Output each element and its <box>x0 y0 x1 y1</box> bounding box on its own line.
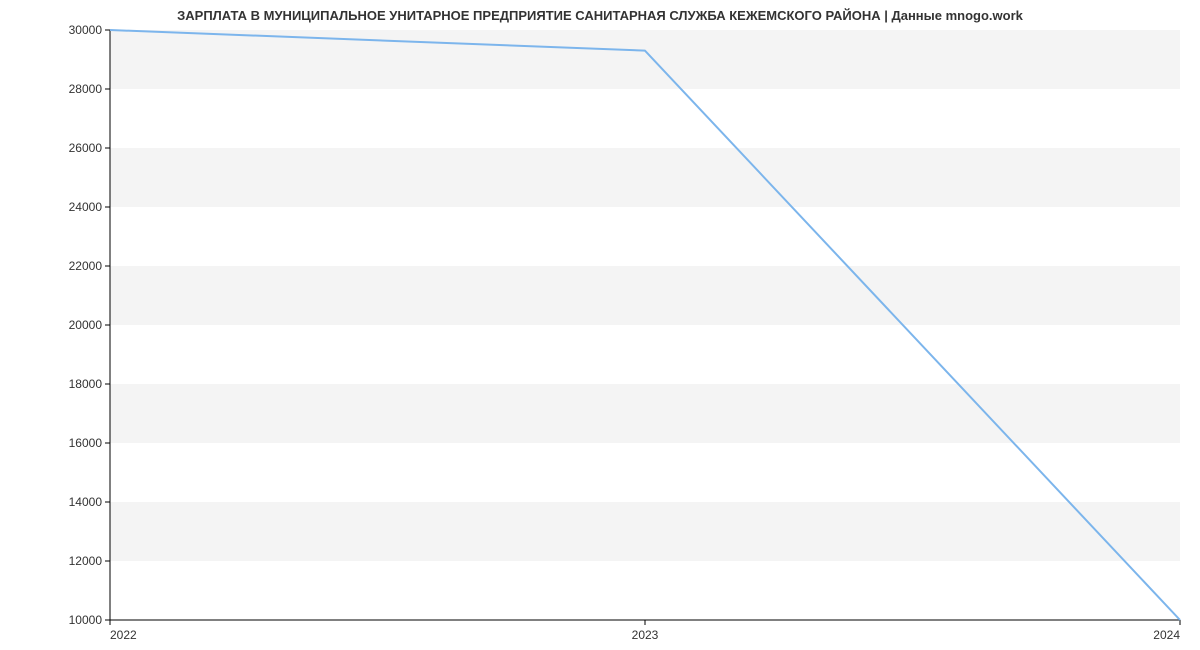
plot-area <box>110 30 1180 620</box>
y-tick-label: 12000 <box>42 554 102 568</box>
y-tick-label: 28000 <box>42 82 102 96</box>
y-tick-label: 18000 <box>42 377 102 391</box>
grid-band <box>110 502 1180 561</box>
x-tick-label: 2022 <box>110 628 137 642</box>
y-tick-label: 16000 <box>42 436 102 450</box>
grid-band <box>110 561 1180 620</box>
grid-band <box>110 325 1180 384</box>
y-tick-label: 24000 <box>42 200 102 214</box>
chart-container: ЗАРПЛАТА В МУНИЦИПАЛЬНОЕ УНИТАРНОЕ ПРЕДП… <box>0 0 1200 650</box>
x-tick-label: 2023 <box>632 628 659 642</box>
chart-title: ЗАРПЛАТА В МУНИЦИПАЛЬНОЕ УНИТАРНОЕ ПРЕДП… <box>0 8 1200 23</box>
y-tick-label: 30000 <box>42 23 102 37</box>
x-tick-label: 2024 <box>1153 628 1180 642</box>
grid-band <box>110 89 1180 148</box>
grid-band <box>110 148 1180 207</box>
grid-band <box>110 266 1180 325</box>
grid-band <box>110 207 1180 266</box>
y-tick-label: 14000 <box>42 495 102 509</box>
grid-band <box>110 443 1180 502</box>
y-tick-label: 26000 <box>42 141 102 155</box>
y-tick-label: 10000 <box>42 613 102 627</box>
y-tick-label: 20000 <box>42 318 102 332</box>
y-tick-label: 22000 <box>42 259 102 273</box>
grid-band <box>110 30 1180 89</box>
grid-band <box>110 384 1180 443</box>
